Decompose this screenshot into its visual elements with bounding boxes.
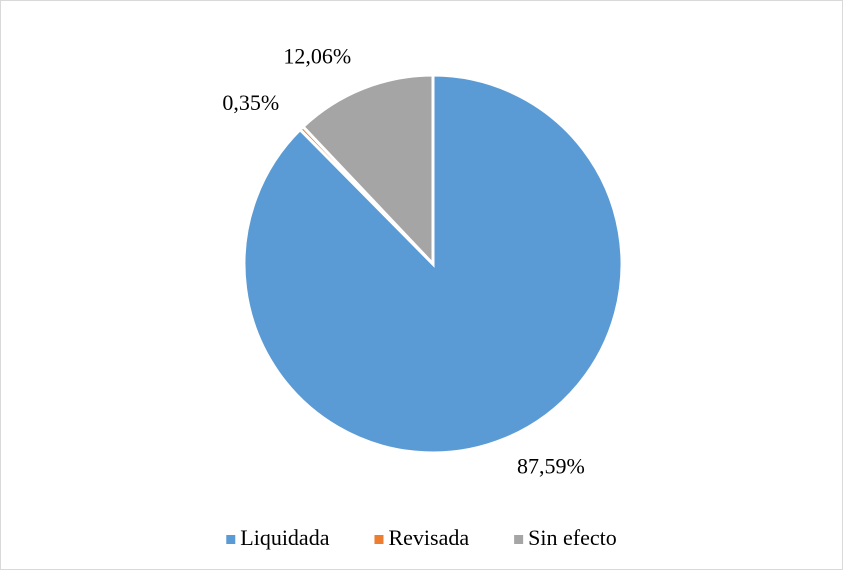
data-label: 87,59% <box>517 454 585 479</box>
legend-swatch <box>374 535 384 544</box>
legend-label: Revisada <box>388 525 469 550</box>
legend-swatch <box>514 535 524 544</box>
legend-label: Liquidada <box>240 525 329 550</box>
data-label: 12,06% <box>283 44 351 69</box>
legend-swatch <box>226 535 236 544</box>
data-label: 0,35% <box>222 90 279 115</box>
pie-slice <box>300 73 435 268</box>
legend-label: Sin efecto <box>528 525 617 550</box>
